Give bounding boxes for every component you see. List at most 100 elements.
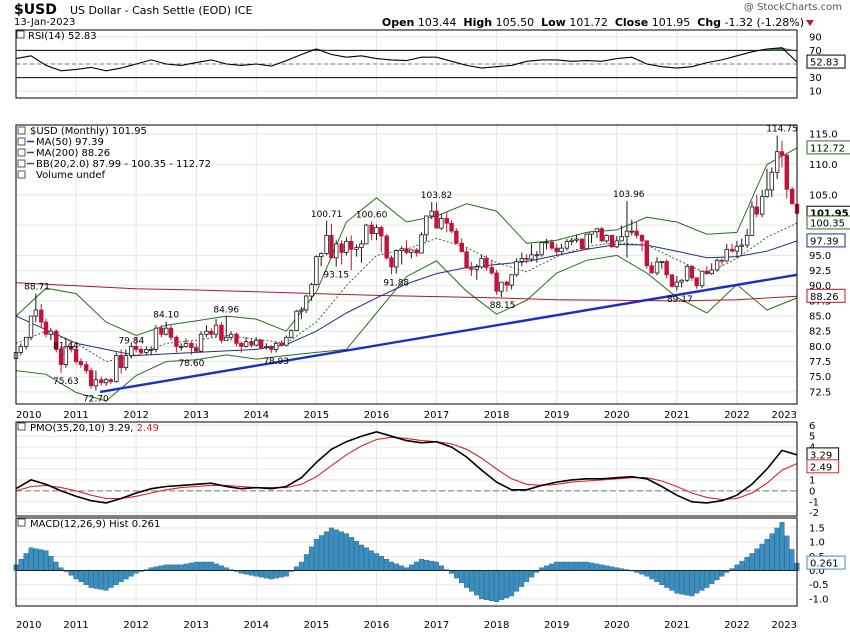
candle-body: [559, 247, 564, 253]
bollinger-upper-band: [15, 147, 798, 337]
macd-histogram-bar: [338, 531, 344, 571]
x-axis-year-label: 2021: [664, 620, 689, 631]
price-annotation: 78.60: [179, 359, 205, 369]
candle-body: [659, 261, 665, 263]
candle-body: [649, 265, 654, 274]
price-tag-box: [806, 215, 850, 230]
macd-histogram-bar: [358, 544, 364, 571]
macd-histogram-bar: [373, 553, 379, 571]
macd-histogram-bar: [83, 570, 89, 585]
macd-histogram-bar: [424, 559, 430, 571]
rsi-y-tick-label: 90: [809, 32, 822, 43]
candle-body: [474, 266, 479, 270]
macd-histogram-bar: [88, 570, 94, 588]
price-annotation: 79.84: [118, 336, 144, 346]
x-axis-year-label: 2011: [63, 620, 88, 631]
price-annotation: 84.96: [213, 305, 239, 315]
macd-histogram-bar: [459, 570, 465, 584]
candle-body: [409, 249, 414, 253]
candle-body: [529, 254, 534, 260]
macd-histogram-bar: [484, 570, 490, 601]
price-legend-box: [17, 148, 26, 157]
candle-body: [584, 233, 589, 250]
price-annotation: 72.70: [83, 395, 109, 405]
macd-histogram-bar: [298, 561, 304, 571]
candle-body: [449, 222, 454, 232]
price-annotation: 88.71: [24, 283, 50, 293]
candle-body: [744, 234, 750, 246]
candle-body: [394, 250, 399, 268]
trend-line: [99, 273, 798, 394]
candle-body: [459, 242, 464, 253]
candle-body: [54, 330, 59, 350]
candle-body: [284, 336, 289, 346]
macd-histogram-bar: [128, 570, 134, 577]
macd-histogram-bar: [263, 570, 269, 579]
rsi-legend-box: [16, 30, 25, 39]
candle-body: [399, 248, 404, 251]
candle-body: [589, 231, 594, 235]
candle-body: [254, 339, 259, 346]
macd-histogram-bar: [704, 570, 710, 588]
candle-body: [163, 327, 169, 335]
price-annotation: 103.82: [421, 191, 453, 201]
macd-histogram-bar: [474, 570, 480, 596]
macd-histogram-bar: [368, 550, 374, 571]
candle-body: [644, 240, 650, 267]
macd-histogram-bar: [504, 570, 510, 599]
candle-body: [574, 238, 579, 241]
candle-body: [114, 355, 119, 382]
candle-body: [159, 327, 164, 335]
macd-histogram-bar: [449, 570, 455, 574]
candle-body: [714, 259, 720, 271]
x-axis-year-label: 2015: [304, 620, 329, 631]
candle-body: [303, 295, 309, 311]
macd-histogram-bar: [429, 560, 435, 571]
macd-histogram-bar: [499, 570, 505, 601]
close-value: 101.95: [651, 16, 691, 29]
candle-body: [99, 379, 104, 384]
candle-body: [43, 321, 49, 335]
macd-panel-frame: [15, 517, 798, 607]
candle-body: [764, 189, 770, 197]
candle-body: [679, 279, 684, 283]
price-legend-item: BB(20,2.0) 87.99 - 100.35 - 112.72: [36, 159, 211, 170]
pmo-y-tick-label: -2: [809, 508, 819, 519]
chg-label: Chg: [697, 16, 722, 29]
price-tag: 88.26: [810, 292, 839, 303]
candle-body: [339, 243, 344, 253]
macd-histogram-bar: [464, 570, 470, 588]
macd-histogram-bar: [243, 570, 249, 575]
pmo-legend-signal: 2.49: [137, 423, 159, 434]
macd-histogram-bar: [208, 561, 214, 571]
candle-body: [544, 241, 549, 244]
x-axis-year-label: 2020: [604, 620, 629, 631]
price-y-tick-label: 85.0: [809, 312, 831, 323]
macd-histogram-bar: [383, 558, 389, 571]
x-axis-year-label: 2010: [16, 410, 41, 421]
macd-histogram-bar: [333, 529, 339, 571]
pmo-last-value: 3.29: [810, 450, 832, 461]
candle-body: [243, 341, 249, 347]
price-y-tick-label: 77.5: [809, 357, 831, 368]
candle-body: [604, 234, 609, 242]
price-annotation: 93.15: [323, 271, 349, 281]
pmo-y-tick-label: 5: [809, 432, 815, 443]
macd-histogram-bar: [28, 547, 34, 571]
candle-body: [624, 230, 630, 238]
macd-histogram-bar: [103, 570, 109, 591]
pmo-signal-line: [15, 436, 798, 501]
macd-histogram-bar: [439, 565, 445, 571]
candle-body: [198, 333, 204, 352]
price-tag: 112.72: [810, 143, 845, 154]
price-tag-box: [806, 140, 850, 155]
macd-histogram-bar: [679, 570, 685, 595]
price-legend-item: MA(200) 88.26: [36, 148, 110, 159]
macd-histogram-bar: [479, 570, 485, 600]
candle-body: [309, 284, 314, 297]
candle-body: [18, 345, 24, 353]
macd-histogram-bar: [579, 561, 585, 571]
candle-body: [264, 345, 269, 348]
candle-body: [174, 336, 179, 347]
macd-histogram-bar: [599, 564, 605, 571]
